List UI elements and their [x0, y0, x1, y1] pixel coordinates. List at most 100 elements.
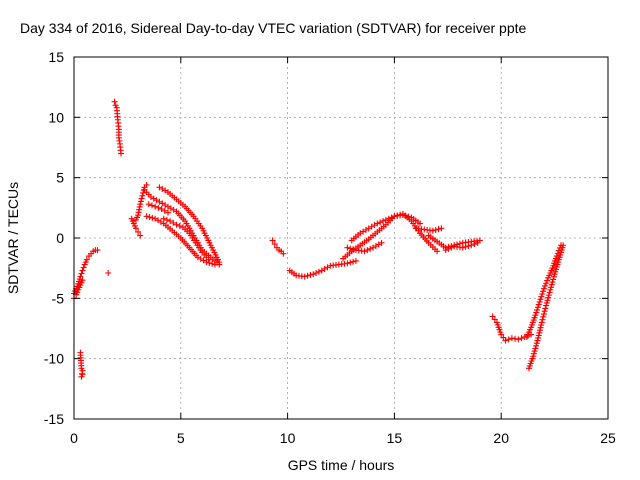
- data-point: [429, 227, 436, 234]
- data-point: [380, 218, 387, 225]
- x-tick-labels: 0 5 10 15 20 25: [70, 430, 616, 446]
- data-point: [547, 286, 554, 293]
- data-point: [310, 271, 317, 278]
- series-arc-f3: [160, 215, 212, 263]
- data-point: [538, 293, 545, 300]
- series-arc-a: [71, 247, 101, 297]
- data-point: [438, 225, 445, 232]
- data-point: [541, 308, 548, 315]
- data-point: [491, 316, 498, 323]
- data-point: [541, 282, 548, 289]
- data-point: [550, 273, 557, 280]
- data-point: [77, 273, 84, 280]
- data-point: [209, 260, 216, 267]
- data-point: [344, 260, 351, 267]
- data-point: [512, 335, 519, 342]
- series-arc-j: [348, 212, 424, 244]
- data-point: [78, 270, 85, 277]
- data-point: [533, 340, 540, 347]
- y-tick-labels: -15 -10 -5 0 5 10 15: [44, 49, 64, 427]
- data-point: [105, 269, 112, 276]
- series-arc-k3: [412, 225, 445, 234]
- data-point: [173, 221, 180, 228]
- data-point: [367, 245, 374, 252]
- data-point: [135, 228, 142, 235]
- data-point: [382, 216, 389, 223]
- data-point: [378, 239, 385, 246]
- data-point: [374, 220, 381, 227]
- series-arc-f2: [145, 201, 171, 216]
- data-point: [364, 247, 371, 254]
- data-point: [474, 239, 481, 246]
- data-point: [543, 299, 550, 306]
- x-tick-label: 0: [70, 430, 78, 446]
- data-point: [515, 336, 522, 343]
- data-point: [155, 204, 162, 211]
- data-point: [143, 181, 150, 188]
- data-point: [538, 322, 545, 329]
- series-arc-g: [269, 237, 287, 257]
- data-point: [399, 212, 406, 219]
- data-point: [498, 331, 505, 338]
- data-point: [545, 294, 552, 301]
- data-point: [137, 198, 144, 205]
- data-point: [80, 264, 87, 271]
- x-tick-label: 5: [177, 430, 185, 446]
- data-point: [530, 353, 537, 360]
- data-point: [462, 243, 469, 250]
- y-tick-label: 0: [56, 230, 64, 246]
- data-point: [445, 245, 452, 252]
- data-point: [459, 244, 466, 251]
- data-point: [535, 334, 542, 341]
- data-point: [540, 311, 547, 318]
- data-point: [117, 150, 124, 157]
- data-point: [533, 342, 540, 349]
- data-point: [548, 281, 555, 288]
- series-arc-m: [525, 242, 567, 372]
- data-point: [211, 261, 218, 268]
- x-tick-label: 20: [493, 430, 509, 446]
- data-point: [94, 247, 101, 254]
- data-point: [137, 232, 144, 239]
- data-point: [432, 226, 439, 233]
- data-point: [540, 285, 547, 292]
- data-point: [216, 259, 223, 266]
- data-point: [543, 280, 550, 287]
- data-point: [535, 301, 542, 308]
- data-point: [505, 336, 512, 343]
- y-tick-label: 10: [48, 109, 64, 125]
- series-arc-c: [128, 215, 144, 239]
- data-point: [468, 242, 475, 249]
- series-outliers-low: [77, 349, 86, 380]
- data-point: [536, 329, 543, 336]
- series-arc-k2: [442, 239, 481, 254]
- data-point: [471, 241, 478, 248]
- data-point: [271, 241, 278, 248]
- data-point: [508, 335, 515, 342]
- data-point: [176, 222, 183, 229]
- data-point: [138, 195, 145, 202]
- data-point: [530, 350, 537, 357]
- data-point: [304, 272, 311, 279]
- series-arc-e: [143, 213, 218, 268]
- data-point: [152, 203, 159, 210]
- data-point: [536, 327, 543, 334]
- data-point: [137, 201, 144, 208]
- data-points: [71, 98, 567, 380]
- data-point: [532, 312, 539, 319]
- data-point: [405, 213, 412, 220]
- data-point: [347, 245, 354, 252]
- x-tick-label: 10: [280, 430, 296, 446]
- data-point: [350, 258, 357, 265]
- data-point: [544, 297, 551, 304]
- data-point: [544, 277, 551, 284]
- data-point: [548, 284, 555, 291]
- data-point: [534, 306, 541, 313]
- data-point: [161, 207, 168, 214]
- data-point: [500, 334, 507, 341]
- data-point: [167, 218, 174, 225]
- data-point: [143, 213, 150, 220]
- data-point: [402, 212, 409, 219]
- data-point: [542, 305, 549, 312]
- chart-title: Day 334 of 2016, Sidereal Day-to-day VTE…: [20, 20, 527, 36]
